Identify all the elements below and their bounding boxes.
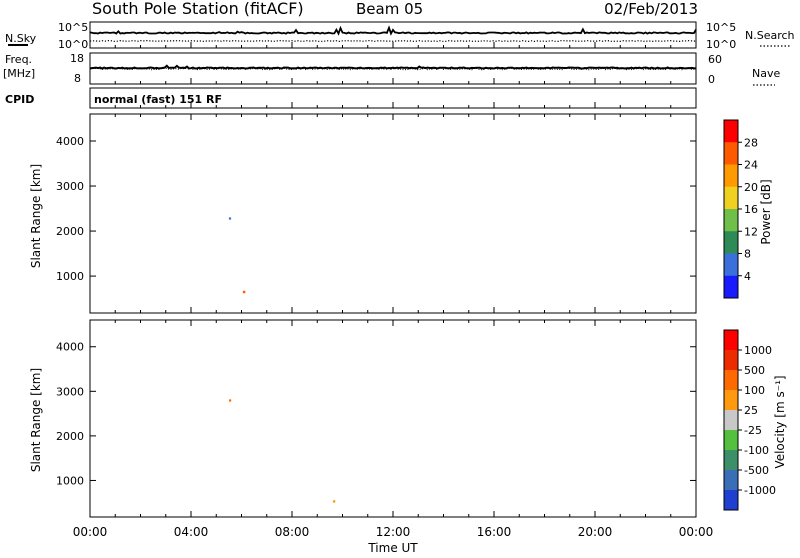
colorbar-segment [724,390,738,411]
x-tick-label: 04:00 [174,525,209,539]
velocity-ylabel: Slant Range [km] [29,368,43,472]
colorbar-segment [724,370,738,391]
time-axis-ticks: 00:00 04:00 08:00 12:00 16:00 20:00 00:00 [73,42,714,539]
colorbar-tick-label: 20 [744,181,758,194]
y-tick-label: 4000 [56,135,84,148]
heatmap-cell [332,500,336,503]
colorbar-tick-label: 12 [744,225,758,238]
colorbar-segment [724,164,738,188]
y-tick-label: 1000 [56,474,84,487]
nsearch-tick-bottom: 10^0 [706,38,736,51]
x-tick-label: 20:00 [578,525,613,539]
colorbar-tick-label: 100 [744,384,765,397]
y-tick-label: 3000 [56,385,84,398]
colorbar-segment [724,186,738,210]
y-tick-label: 2000 [56,430,84,443]
cpid-value: normal (fast) 151 RF [94,93,222,106]
velocity-colorbar-label: Velocity [m s⁻¹] [773,375,787,468]
time-axis-label: Time UT [367,541,418,554]
velocity-axis: 1000 2000 3000 4000 [56,341,696,487]
heatmap-cell [229,399,232,402]
power-heatmap-cells [228,217,246,294]
power-axis: 1000 2000 3000 4000 [56,135,696,283]
x-tick-label: 00:00 [73,525,108,539]
colorbar-tick-label: 24 [744,159,758,172]
heatmap-cell [228,217,232,220]
nsky-trace [89,25,697,36]
nsearch-tick-top: 10^5 [706,21,736,34]
y-tick-label: 1000 [56,270,84,283]
power-colorbar: 4 8 12 16 20 24 28 [723,119,758,299]
nsky-tick-top: 10^5 [58,21,88,34]
colorbar-tick-label: 1000 [744,344,772,357]
velocity-panel-frame [89,319,697,518]
heatmap-cell [242,290,246,294]
nsearch-label: N.Search [745,29,795,42]
colorbar-segment [724,209,738,232]
x-tick-label: 08:00 [275,525,310,539]
nave-trace [89,67,697,71]
nave-label: Nave [752,67,780,80]
cpid-label: CPID [5,93,34,106]
colorbar-segment [724,490,738,511]
nsky-tick-bottom: 10^0 [58,38,88,51]
colorbar-tick-label: 500 [744,364,765,377]
date-title: 02/Feb/2013 [604,0,698,18]
colorbar-segment [724,410,738,431]
nsearch-trace [89,39,697,43]
colorbar-tick-label: 16 [744,203,758,216]
colorbar-segment [724,231,738,254]
colorbar-segment [724,330,738,351]
colorbar-segment [724,350,738,371]
beam-title: Beam 05 [356,0,423,18]
freq-trace [89,64,696,70]
colorbar-tick-label: 8 [744,248,751,261]
x-tick-label: 12:00 [376,525,411,539]
nsky-label: N.Sky [5,32,37,45]
y-tick-label: 4000 [56,341,84,354]
colorbar-tick-label: 4 [744,270,751,283]
power-colorbar-label: Power [dB] [759,179,773,244]
velocity-heatmap-cells [229,399,336,503]
colorbar-segment [724,120,738,143]
power-ylabel: Slant Range [km] [29,164,43,268]
freq-tick-top: 18 [70,52,84,65]
colorbar-tick-label: -1000 [744,484,776,497]
colorbar-tick-label: 28 [744,136,758,149]
colorbar-tick-label: -25 [744,424,762,437]
colorbar-frame [723,329,739,511]
colorbar-tick-label: -500 [744,464,769,477]
power-panel-frame [89,113,697,314]
x-tick-label: 16:00 [477,525,512,539]
y-tick-label: 2000 [56,225,84,238]
colorbar-segment [724,470,738,491]
colorbar-segment [724,275,738,299]
colorbar-tick-label: 25 [744,404,758,417]
colorbar-segment [724,253,738,277]
velocity-colorbar: 1000 500 100 25 -25 -100 -500 -1000 [723,329,776,511]
colorbar-segment [724,142,738,165]
colorbar-tick-label: -100 [744,444,769,457]
colorbar-segment [724,450,738,471]
freq-label: Freq. [5,53,32,66]
nave-tick-bottom: 0 [708,73,715,86]
x-tick-label: 00:00 [679,525,714,539]
freq-unit: [MHz] [3,67,35,80]
y-tick-label: 3000 [56,180,84,193]
freq-tick-bottom: 8 [74,72,81,85]
nave-tick-top: 60 [708,53,722,66]
colorbar-segment [724,430,738,451]
station-title: South Pole Station (fitACF) [92,0,304,18]
